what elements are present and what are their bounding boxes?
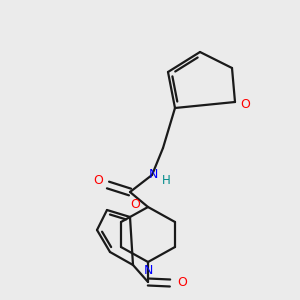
Text: O: O xyxy=(177,277,187,290)
Text: O: O xyxy=(240,98,250,112)
Text: H: H xyxy=(162,173,170,187)
Text: O: O xyxy=(93,173,103,187)
Text: N: N xyxy=(148,167,158,181)
Text: N: N xyxy=(143,263,153,277)
Text: O: O xyxy=(130,199,140,212)
